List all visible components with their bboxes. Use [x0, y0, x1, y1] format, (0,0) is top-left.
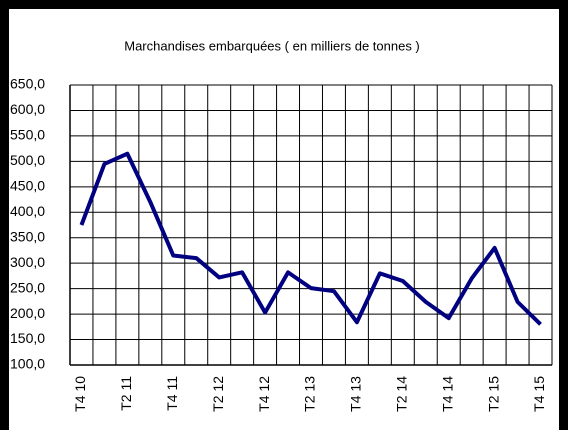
y-tick-label: 400,0	[10, 203, 45, 219]
y-tick-label: 300,0	[10, 254, 45, 270]
x-tick-label: T2 15	[485, 376, 501, 412]
x-tick-label: T2 13	[302, 376, 318, 412]
background	[9, 9, 559, 430]
y-tick-label: 350,0	[10, 228, 45, 244]
chart-title: Marchandises embarquées ( en milliers de…	[124, 38, 420, 53]
x-tick-label: T2 12	[210, 376, 226, 412]
x-tick-label: T4 14	[439, 376, 455, 412]
x-tick-label: T4 12	[256, 376, 272, 412]
x-tick-label: T4 15	[531, 376, 547, 412]
x-tick-label: T4 10	[72, 376, 88, 412]
x-tick-label: T2 11	[118, 376, 134, 411]
y-tick-label: 200,0	[10, 305, 45, 321]
y-tick-label: 150,0	[10, 330, 45, 346]
y-tick-label: 450,0	[10, 178, 45, 194]
data-line	[79, 151, 542, 326]
x-tick-label: T2 14	[394, 376, 410, 412]
y-tick-label: 100,0	[10, 356, 45, 372]
x-tick-label: T4 13	[348, 376, 364, 412]
y-tick-label: 600,0	[10, 101, 45, 117]
x-tick-label: T4 11	[164, 376, 180, 411]
y-tick-label: 650,0	[10, 76, 45, 92]
y-tick-label: 250,0	[10, 279, 45, 295]
y-tick-label: 550,0	[10, 127, 45, 143]
y-tick-label: 500,0	[10, 152, 45, 168]
